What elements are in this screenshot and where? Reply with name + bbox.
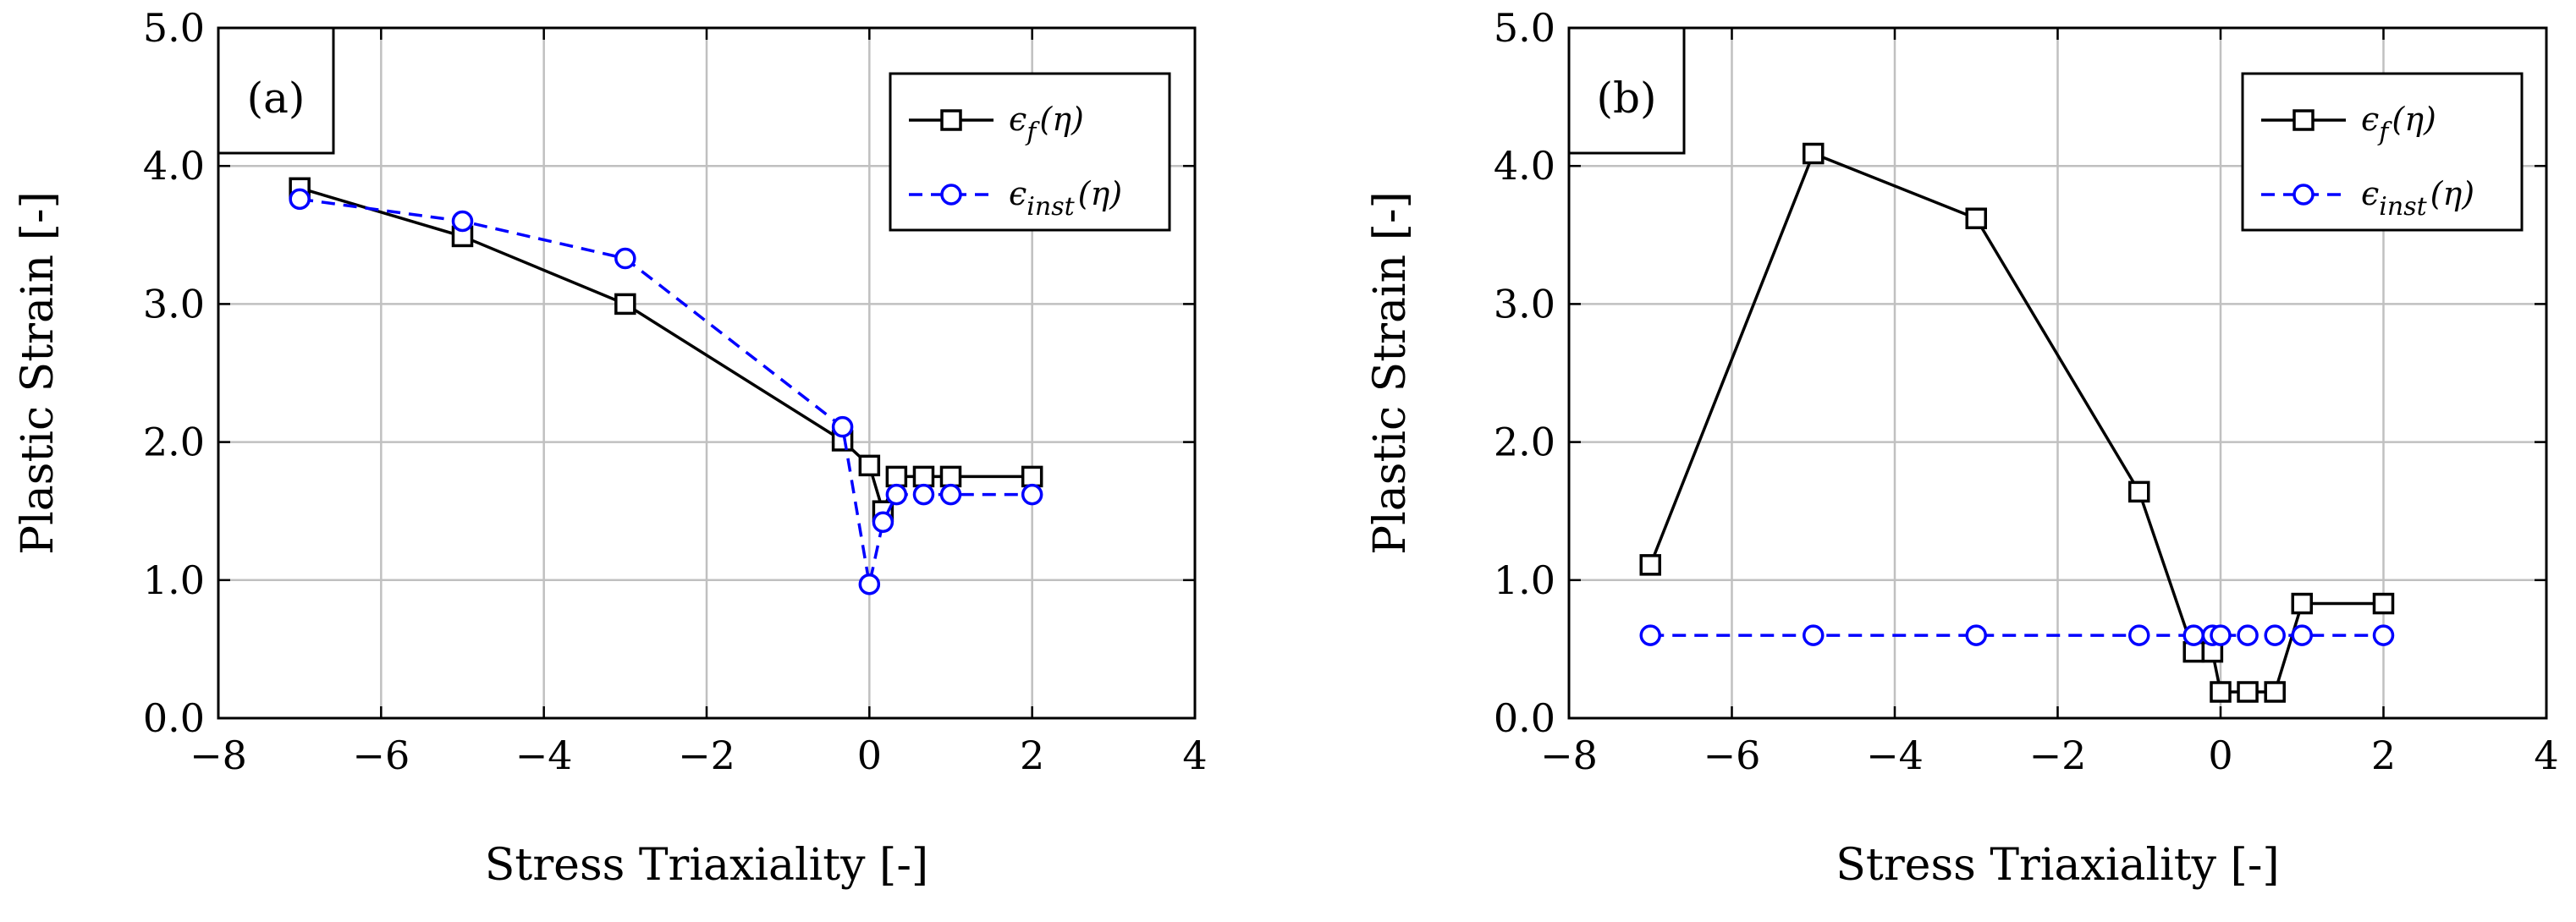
x-tick-label: −2 — [2029, 733, 2087, 778]
x-tick-label: 0 — [2208, 733, 2232, 778]
data-point-einst — [887, 486, 905, 504]
legend-marker-square — [942, 111, 960, 129]
y-tick-label: 4.0 — [143, 143, 205, 189]
data-point-einst — [1967, 626, 1985, 645]
data-point-ef — [2211, 683, 2230, 701]
data-point-ef — [1641, 556, 1660, 574]
panel-label: (b) — [1596, 74, 1656, 123]
data-point-ef — [2265, 683, 2284, 701]
data-point-einst — [834, 418, 852, 436]
x-tick-label: 0 — [857, 733, 882, 778]
x-tick-label: 4 — [1182, 733, 1207, 778]
data-point-ef — [2375, 595, 2393, 613]
legend-symbol: ϵ — [2361, 175, 2379, 212]
y-axis-title: Plastic Strain [-] — [1365, 191, 1416, 555]
data-point-einst — [290, 189, 309, 208]
legend-marker-circle — [942, 185, 960, 204]
data-point-ef — [1804, 145, 1823, 163]
x-tick-label: −2 — [678, 733, 735, 778]
data-point-einst — [942, 486, 960, 504]
legend-argument: (η) — [2430, 175, 2474, 212]
data-point-einst — [914, 486, 933, 504]
data-point-einst — [873, 513, 892, 531]
series-line-einst — [300, 199, 1032, 584]
data-point-einst — [860, 575, 878, 594]
x-tick-label: −6 — [1704, 733, 1761, 778]
legend-argument: (η) — [1078, 175, 1122, 212]
legend-symbol: ϵ — [2361, 101, 2379, 138]
y-tick-label: 5.0 — [1494, 5, 1555, 51]
x-tick-label: −4 — [1866, 733, 1924, 778]
y-tick-label: 3.0 — [143, 281, 205, 327]
data-point-einst — [1023, 486, 1042, 504]
y-tick-label: 1.0 — [1494, 557, 1555, 603]
y-tick-label: 2.0 — [1494, 420, 1555, 465]
data-point-ef — [860, 456, 878, 475]
data-point-ef — [1023, 467, 1042, 486]
legend-subscript: inst — [1027, 192, 1075, 222]
series-line-ef — [1650, 154, 2383, 692]
legend-symbol: ϵ — [1009, 101, 1027, 138]
data-point-einst — [2375, 626, 2393, 645]
panel-a: −8 −6 −4 −2 0 2 40.01.02.03.04.05.0(a) ϵf (η)ϵin… — [13, 5, 1208, 891]
data-point-einst — [616, 250, 635, 268]
y-axis-title: Plastic Strain [-] — [13, 191, 63, 555]
data-point-ef — [1967, 209, 1985, 228]
data-point-einst — [2265, 626, 2284, 645]
data-point-ef — [2238, 683, 2257, 701]
x-tick-label: 2 — [1020, 733, 1044, 778]
data-point-ef — [2293, 595, 2311, 613]
x-tick-label: 4 — [2534, 733, 2558, 778]
data-point-ef — [914, 467, 933, 486]
data-point-ef — [887, 467, 905, 486]
y-tick-label: 0.0 — [1494, 695, 1555, 741]
legend-subscript: inst — [2379, 192, 2427, 222]
y-tick-label: 1.0 — [143, 557, 205, 603]
data-point-einst — [1641, 626, 1660, 645]
data-point-einst — [2211, 626, 2230, 645]
legend-argument: (η) — [2392, 101, 2436, 138]
x-axis-title: Stress Triaxiality [-] — [1836, 840, 2279, 891]
y-tick-label: 4.0 — [1494, 143, 1555, 189]
panel-label: (a) — [247, 74, 305, 123]
data-point-ef — [2130, 482, 2149, 501]
legend-marker-circle — [2294, 185, 2313, 204]
y-tick-label: 3.0 — [1494, 281, 1555, 327]
x-tick-label: −6 — [352, 733, 410, 778]
data-point-einst — [2293, 626, 2311, 645]
y-tick-label: 0.0 — [143, 695, 205, 741]
x-tick-label: −4 — [515, 733, 573, 778]
y-tick-label: 5.0 — [143, 5, 205, 51]
panel-b: −8 −6 −4 −2 0 2 40.01.02.03.04.05.0(b) ϵf (η)ϵin… — [1365, 5, 2559, 891]
x-tick-label: 2 — [2371, 733, 2396, 778]
figure: −8 −6 −4 −2 0 2 40.01.02.03.04.05.0(a) ϵf (η)ϵin… — [0, 0, 2576, 922]
data-point-einst — [2184, 626, 2203, 645]
data-point-einst — [1804, 626, 1823, 645]
y-tick-label: 2.0 — [143, 420, 205, 465]
data-point-ef — [616, 294, 635, 313]
data-point-einst — [2130, 626, 2149, 645]
data-point-einst — [2238, 626, 2257, 645]
data-point-einst — [454, 211, 472, 230]
legend-marker-square — [2294, 111, 2313, 129]
x-axis-title: Stress Triaxiality [-] — [485, 840, 928, 891]
legend-argument: (η) — [1039, 101, 1083, 138]
series-line-ef — [300, 188, 1032, 511]
legend-symbol: ϵ — [1009, 175, 1027, 212]
data-point-ef — [942, 467, 960, 486]
